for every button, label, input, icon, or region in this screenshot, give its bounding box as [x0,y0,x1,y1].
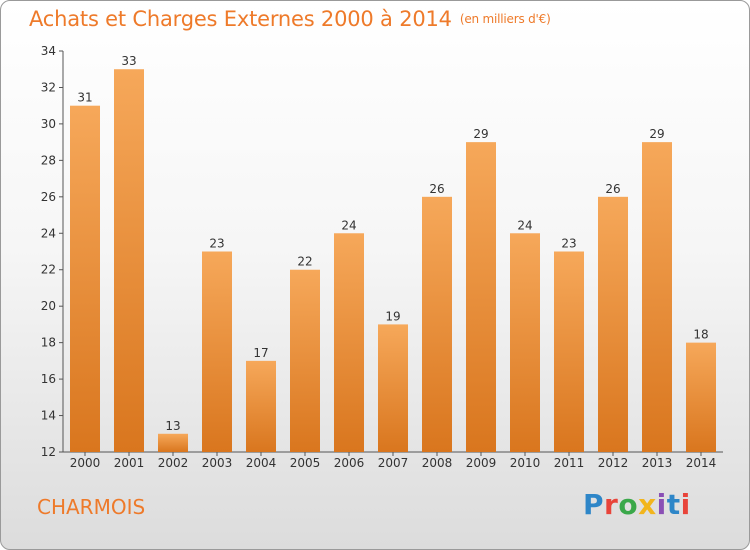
bar-2004 [246,360,276,452]
y-tick-label: 26 [41,190,56,204]
y-tick-label: 20 [41,299,56,313]
data-label-2000: 31 [77,91,92,105]
data-label-2003: 23 [209,237,224,251]
chart-unit: (en milliers d'€) [459,12,551,26]
data-label-2007: 19 [385,309,400,323]
y-tick-label: 34 [41,44,56,58]
logo-letter: P [583,488,605,521]
bar-2011 [554,251,584,452]
bar-2000 [70,105,100,452]
x-tick-label-2012: 2012 [598,456,629,470]
chart-bars [70,69,716,453]
logo-letter: r [604,488,619,521]
x-tick-label-2002: 2002 [158,456,189,470]
x-tick-label-2014: 2014 [686,456,717,470]
data-label-2005: 22 [297,255,312,269]
y-tick-label: 12 [41,445,56,459]
bar-2007 [378,324,408,452]
x-tick-label-2007: 2007 [378,456,409,470]
x-tick-label-2010: 2010 [510,456,541,470]
bar-2013 [642,142,672,453]
logo-letter: i [656,488,667,521]
x-tick-label-2011: 2011 [554,456,585,470]
bar-2001 [114,69,144,453]
y-tick-label: 30 [41,117,56,131]
logo-letter: o [618,488,639,521]
y-tick-label: 28 [41,153,56,167]
logo-letter: i [680,488,691,521]
data-label-2012: 26 [605,182,620,196]
bar-2012 [598,196,628,452]
chart-title: Achats et Charges Externes 2000 à 2014 (e… [29,7,551,31]
data-label-2011: 23 [561,237,576,251]
data-label-2014: 18 [693,328,708,342]
bar-2003 [202,251,232,452]
data-label-2013: 29 [649,127,664,141]
data-label-2001: 33 [121,54,136,68]
chart-title-text: Achats et Charges Externes 2000 à 2014 [29,7,452,31]
bar-2002 [158,433,188,452]
logo-letter: t [666,488,681,521]
logo-letter: x [638,488,657,521]
data-label-2010: 24 [517,218,532,232]
x-tick-label-2008: 2008 [422,456,453,470]
bar-2008 [422,196,452,452]
x-tick-label-2009: 2009 [466,456,497,470]
y-tick-label: 14 [41,409,56,423]
data-label-2009: 29 [473,127,488,141]
x-tick-label-2013: 2013 [642,456,673,470]
bar-2009 [466,142,496,453]
commune-name: CHARMOIS [37,495,146,519]
data-label-2002: 13 [165,419,180,433]
data-label-2008: 26 [429,182,444,196]
x-tick-label-2003: 2003 [202,456,233,470]
x-tick-label-2000: 2000 [70,456,101,470]
proxiti-logo[interactable]: Proxiti [583,488,691,521]
data-label-2006: 24 [341,218,356,232]
y-tick-label: 16 [41,372,56,386]
y-tick-label: 22 [41,263,56,277]
y-tick-label: 18 [41,336,56,350]
y-tick-label: 32 [41,80,56,94]
x-tick-label-2006: 2006 [334,456,365,470]
chart-axes: 12 14 16 18 20 22 24 26 28 30 32 34 2000 2001 2002 2003… [41,44,723,470]
x-tick-label-2004: 2004 [246,456,277,470]
bar-2005 [290,269,320,452]
bar-2010 [510,233,540,452]
x-tick-label-2001: 2001 [114,456,145,470]
chart-data-labels: 31 33 13 23 17 22 24 19 26 29 24 23 26 29 18 [77,54,708,433]
data-label-2004: 17 [253,346,268,360]
bar-2014 [686,342,716,452]
y-tick-label: 24 [41,226,56,240]
x-tick-label-2005: 2005 [290,456,321,470]
bar-2006 [334,233,364,452]
